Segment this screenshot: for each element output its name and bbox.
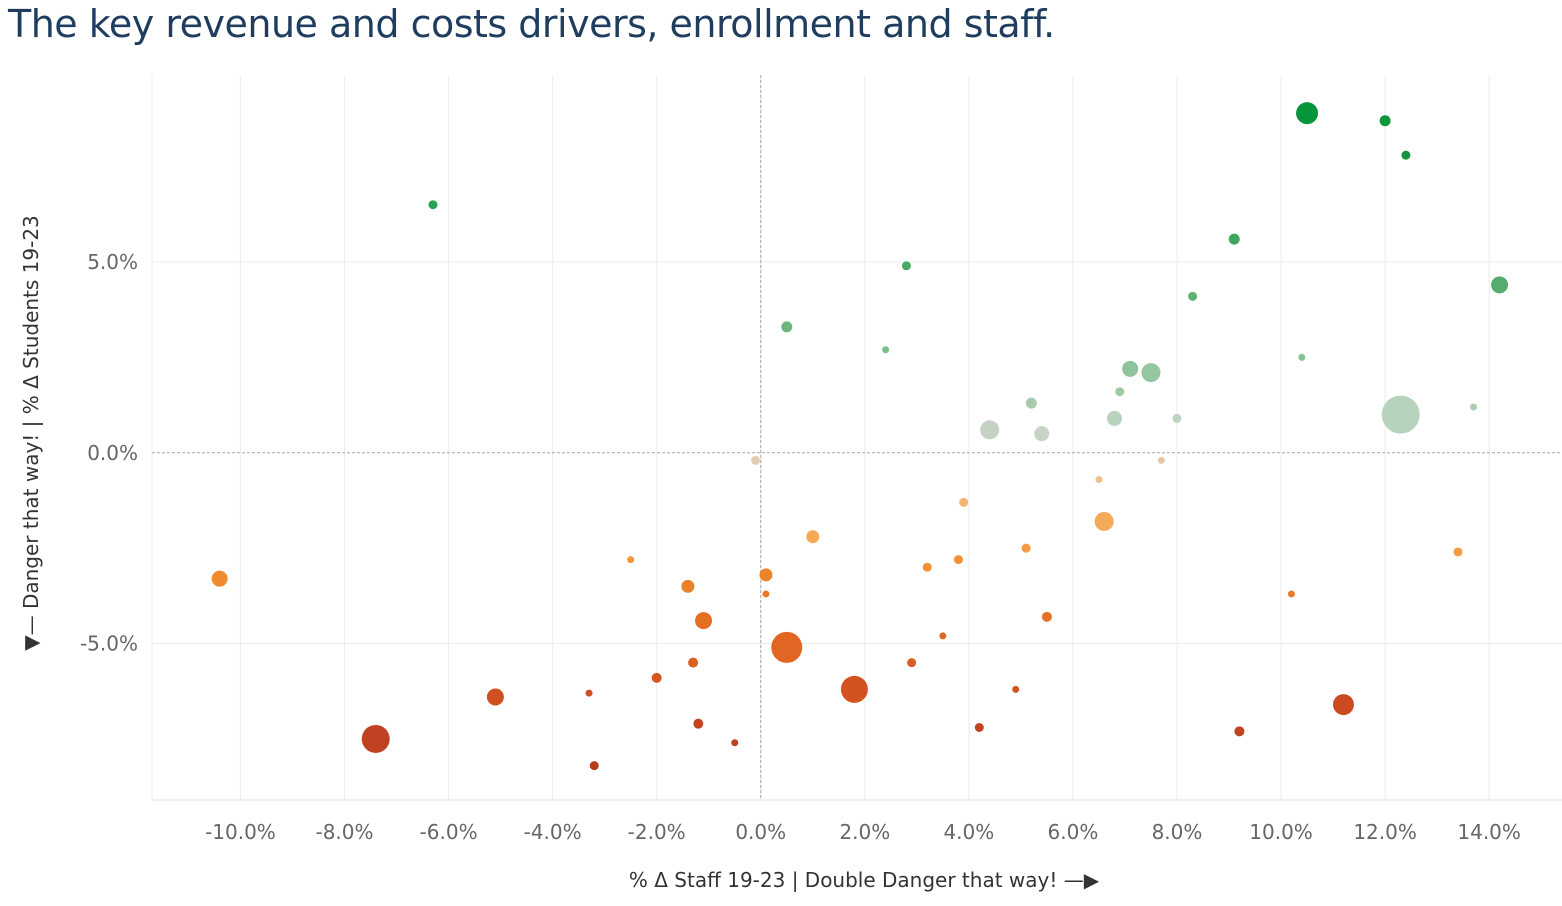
data-point[interactable]: [1021, 543, 1031, 553]
data-point[interactable]: [1298, 353, 1306, 361]
y-tick-label: 0.0%: [87, 441, 138, 465]
data-point[interactable]: [1025, 397, 1037, 409]
x-tick-label: -8.0%: [315, 820, 373, 844]
data-points: [211, 102, 1509, 771]
y-tick-label: 5.0%: [87, 250, 138, 274]
chart-title: The key revenue and costs drivers, enrol…: [8, 2, 1055, 46]
data-point[interactable]: [428, 200, 438, 210]
data-point[interactable]: [486, 688, 504, 706]
data-point[interactable]: [731, 739, 739, 747]
data-point[interactable]: [1012, 685, 1020, 693]
data-point[interactable]: [651, 672, 662, 683]
data-point[interactable]: [901, 261, 911, 271]
data-point[interactable]: [627, 556, 635, 564]
data-point[interactable]: [688, 657, 699, 668]
gridlines: [151, 75, 1562, 801]
data-point[interactable]: [953, 555, 963, 565]
data-point[interactable]: [1228, 233, 1240, 245]
data-point[interactable]: [806, 530, 820, 544]
x-axis-ticks: -10.0% -8.0% -6.0% -4.0% -2.0% 0.0% 2.0% 4.0% 6.…: [205, 820, 1521, 844]
data-point[interactable]: [585, 689, 593, 697]
x-tick-label: 4.0%: [943, 820, 994, 844]
data-point[interactable]: [1491, 276, 1509, 294]
data-point[interactable]: [974, 723, 984, 732]
x-tick-label: 12.0%: [1353, 820, 1417, 844]
x-tick-label: 8.0%: [1152, 820, 1203, 844]
data-point[interactable]: [1094, 511, 1114, 531]
data-point[interactable]: [693, 718, 704, 729]
data-point[interactable]: [1107, 410, 1123, 426]
data-point[interactable]: [907, 658, 917, 668]
data-point[interactable]: [361, 724, 390, 753]
data-point[interactable]: [980, 420, 1000, 440]
data-point[interactable]: [211, 570, 228, 587]
x-tick-label: 14.0%: [1457, 820, 1521, 844]
data-point[interactable]: [1234, 726, 1245, 737]
data-point[interactable]: [1381, 395, 1420, 434]
data-point[interactable]: [1453, 547, 1463, 557]
x-tick-label: -2.0%: [628, 820, 686, 844]
y-tick-label: -5.0%: [80, 632, 138, 656]
x-tick-label: 0.0%: [735, 820, 786, 844]
data-point[interactable]: [1041, 611, 1052, 622]
data-point[interactable]: [1296, 102, 1319, 125]
x-tick-label: 10.0%: [1249, 820, 1313, 844]
data-point[interactable]: [771, 631, 803, 663]
data-point[interactable]: [762, 590, 770, 598]
data-point[interactable]: [1034, 426, 1050, 442]
data-point[interactable]: [959, 497, 969, 507]
data-point[interactable]: [922, 562, 932, 572]
data-point[interactable]: [695, 612, 713, 630]
data-point[interactable]: [882, 346, 890, 354]
data-point[interactable]: [1172, 413, 1182, 423]
x-tick-label: -4.0%: [524, 820, 582, 844]
data-point[interactable]: [759, 568, 773, 582]
data-point[interactable]: [1095, 475, 1103, 483]
data-point[interactable]: [1141, 363, 1161, 383]
data-point[interactable]: [1157, 456, 1165, 464]
x-tick-label: -6.0%: [420, 820, 478, 844]
y-axis-ticks: 5.0% 0.0% -5.0%: [80, 250, 138, 656]
data-point[interactable]: [681, 579, 695, 593]
data-point[interactable]: [1122, 360, 1139, 377]
data-point[interactable]: [1287, 590, 1295, 598]
reference-lines: [152, 75, 1562, 800]
data-point[interactable]: [840, 675, 868, 703]
x-tick-label: 6.0%: [1048, 820, 1099, 844]
data-point[interactable]: [1401, 150, 1411, 160]
data-point[interactable]: [589, 761, 599, 771]
data-point[interactable]: [1379, 115, 1391, 127]
data-point[interactable]: [939, 632, 947, 640]
x-axis-label: % Δ Staff 19-23 | Double Danger that way…: [629, 868, 1100, 892]
data-point[interactable]: [1470, 403, 1478, 411]
data-point[interactable]: [781, 321, 793, 333]
data-point[interactable]: [751, 455, 761, 465]
data-point[interactable]: [1332, 694, 1354, 716]
y-axis-label: ▼— Danger that way! | % Δ Students 19-23: [19, 215, 43, 651]
x-tick-label: 2.0%: [839, 820, 890, 844]
data-point[interactable]: [1188, 291, 1198, 301]
data-point[interactable]: [1115, 387, 1125, 397]
x-tick-label: -10.0%: [205, 820, 276, 844]
